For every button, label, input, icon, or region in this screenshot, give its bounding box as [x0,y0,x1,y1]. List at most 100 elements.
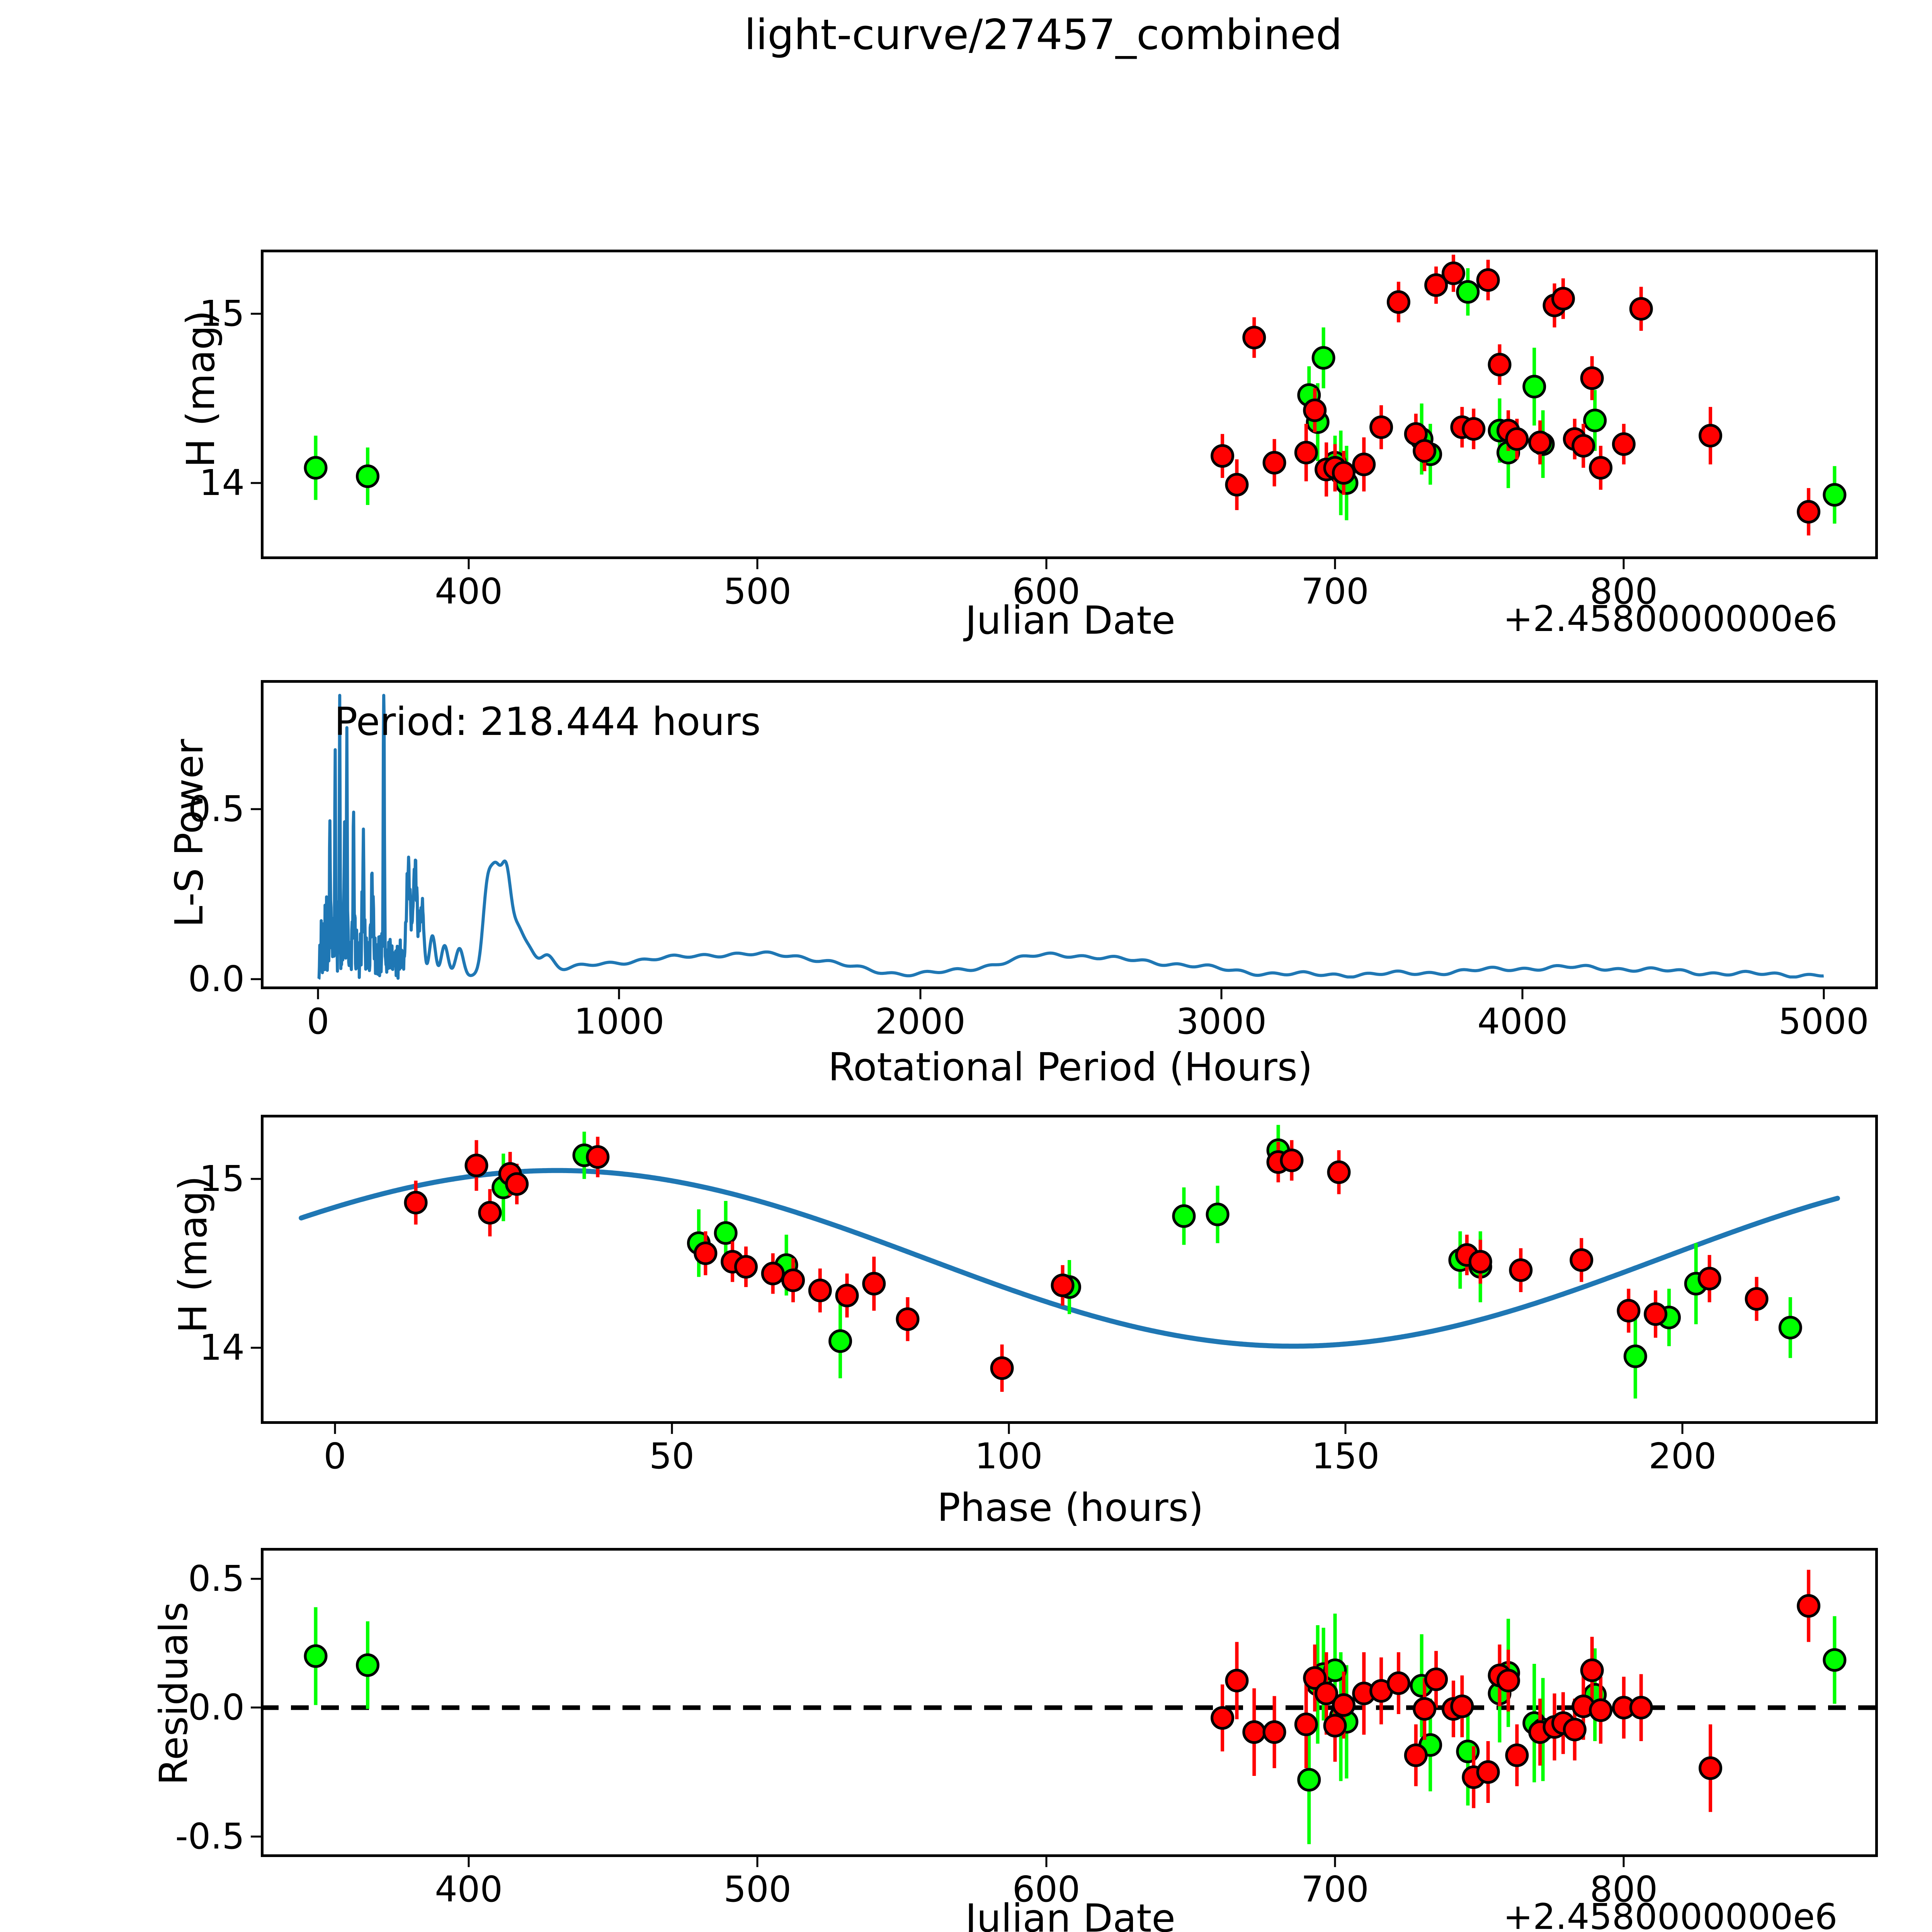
x-tick-mark [756,1857,759,1867]
data-point [1332,1693,1355,1717]
data-point [1496,1668,1520,1692]
residuals-xlabel: Julian Date [965,1896,1175,1932]
phasefold-axes-frame [261,1115,1878,1424]
residuals-axes-frame [261,1548,1878,1857]
phasefold-plot-area [299,1125,1840,1399]
y-tick-mark [251,1347,261,1349]
residuals-plot-area [261,1570,1878,1844]
y-tick-mark [251,1835,261,1838]
x-tick-mark [317,989,319,999]
data-point [1699,423,1723,447]
data-point [694,1241,718,1265]
x-tick-mark [1008,1424,1010,1434]
data-point [1051,1274,1075,1298]
data-point [1441,261,1465,285]
data-point [1413,1697,1437,1721]
series-red [404,1136,1769,1392]
x-tick-mark [618,989,620,999]
data-point [1303,1666,1327,1690]
panel-phasefold [261,1115,1878,1424]
data-point [1311,346,1335,370]
series-red [1211,255,1821,536]
data-point [1262,1720,1286,1744]
data-point [1242,326,1266,350]
series-red [1211,1570,1821,1812]
x-tick-label: 800 [1590,571,1658,612]
x-tick-label: 600 [1012,571,1080,612]
data-point [1225,473,1249,497]
data-point [1522,375,1546,399]
x-tick-mark [1334,1857,1336,1867]
lightcurve-plot-area [304,255,1847,536]
x-tick-mark [1823,989,1825,999]
data-point [1323,1714,1347,1738]
lightcurve-ylabel: H (mag) [178,310,223,468]
data-point [1699,1756,1723,1780]
data-point [1629,297,1653,321]
data-point [1327,1160,1351,1184]
data-point [1323,1658,1347,1682]
periodogram-axes-frame [261,680,1878,989]
data-point [1352,452,1376,476]
data-point [828,1329,852,1353]
x-tick-mark [1220,989,1223,999]
data-point [1468,1250,1492,1274]
periodogram-plot-area [317,694,1825,980]
data-point [1617,1299,1641,1323]
periodogram-xlabel: Rotational Period (Hours) [828,1044,1313,1090]
data-point [1528,430,1552,454]
data-point [761,1262,785,1286]
data-point [835,1284,859,1308]
data-point [1386,290,1410,314]
lightcurve-x-offset: +2.4580000000e6 [1503,598,1838,639]
figure-title: light-curve/27457_combined [744,11,1342,59]
x-tick-label: 4000 [1477,1001,1568,1042]
x-tick-label: 100 [975,1435,1043,1477]
y-tick-mark [251,978,261,980]
phasefold-xlabel: Phase (hours) [937,1485,1204,1530]
data-point [1280,1148,1304,1172]
data-point [1456,280,1480,304]
data-point [1262,451,1286,475]
data-point [1580,366,1604,390]
data-point [478,1201,502,1225]
data-point [586,1145,610,1169]
data-point [1509,1258,1533,1282]
data-point [1476,268,1500,292]
data-point [1580,1658,1604,1682]
x-tick-label: 0 [306,1001,330,1042]
data-point [404,1190,428,1214]
x-tick-mark [1344,1424,1347,1434]
data-point [1450,1694,1474,1718]
x-tick-mark [1681,1424,1684,1434]
x-tick-label: 200 [1648,1435,1717,1477]
data-point [1211,444,1235,468]
residuals-ylabel: Residuals [151,1602,196,1785]
y-tick-mark [251,1706,261,1709]
data-point [896,1307,920,1331]
data-point [1797,1594,1821,1618]
phasefold-ylabel: H (mag) [170,1175,216,1333]
x-tick-mark [1622,559,1625,569]
x-tick-mark [468,1857,470,1867]
data-point [304,1644,328,1668]
residuals-x-offset: +2.4580000000e6 [1503,1896,1838,1932]
x-tick-mark [1521,989,1524,999]
data-point [1294,1713,1318,1736]
data-point [1424,273,1448,297]
data-point [1297,1768,1321,1792]
x-tick-mark [756,559,759,569]
x-tick-label: 500 [723,1869,792,1910]
data-point [304,456,328,480]
data-point [1211,1706,1235,1730]
y-tick-label: 0.5 [188,788,245,830]
data-point [1386,1671,1410,1695]
data-point [1315,1682,1338,1706]
data-point [1570,1248,1594,1272]
lightcurve-axes-frame [261,250,1878,559]
period-annotation: Period: 218.444 hours [334,699,761,744]
y-tick-label: 0.5 [188,1558,245,1599]
data-point [1476,1760,1500,1784]
y-tick-mark [251,1178,261,1180]
